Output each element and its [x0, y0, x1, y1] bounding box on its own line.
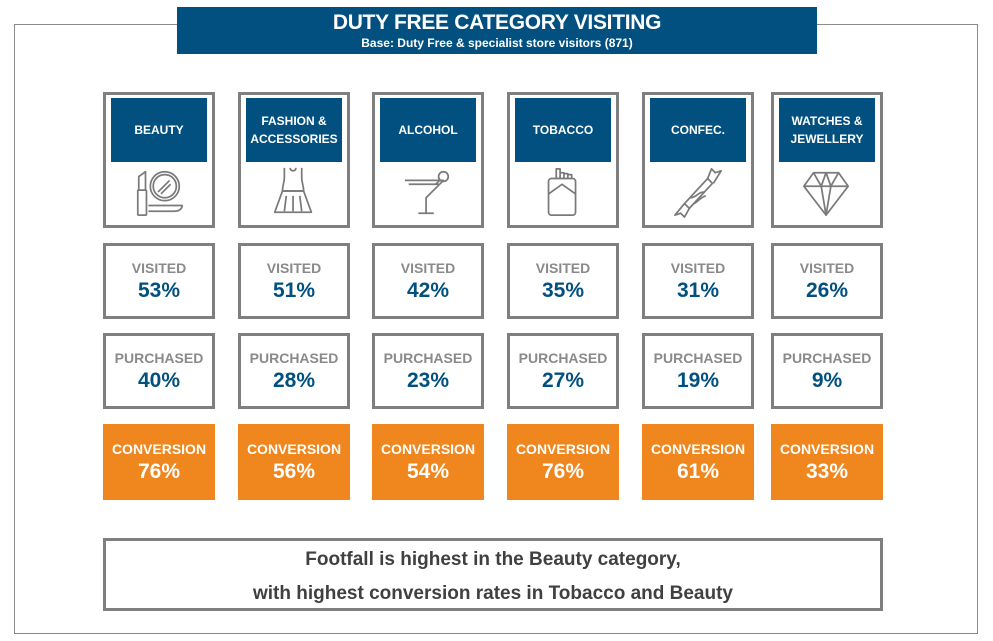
visited-label: VISITED — [535, 260, 591, 276]
candy-icon — [673, 167, 723, 218]
category-label: CONFEC. — [650, 98, 746, 162]
purchased-value: 28% — [272, 369, 316, 392]
purchased-card: PURCHASED 9% — [771, 333, 883, 409]
summary-line-1: Footfall is highest in the Beauty catego… — [305, 549, 681, 570]
conversion-card: CONVERSION 56% — [238, 424, 350, 500]
visited-value: 35% — [541, 279, 585, 302]
category-card: WATCHES & JEWELLERY — [771, 92, 883, 228]
purchased-value: 9% — [811, 369, 843, 392]
conversion-value: 61% — [676, 460, 720, 483]
cigarette-pack-icon — [547, 167, 577, 217]
visited-value: 53% — [137, 279, 181, 302]
visited-card: VISITED 31% — [642, 243, 754, 319]
visited-value: 31% — [676, 279, 720, 302]
purchased-card: PURCHASED 27% — [507, 333, 619, 409]
conversion-label: CONVERSION — [779, 441, 875, 457]
conversion-card: CONVERSION 76% — [103, 424, 215, 500]
visited-label: VISITED — [670, 260, 726, 276]
category-label: WATCHES & JEWELLERY — [779, 98, 875, 162]
purchased-card: PURCHASED 40% — [103, 333, 215, 409]
purchased-card: PURCHASED 23% — [372, 333, 484, 409]
conversion-value: 54% — [406, 460, 450, 483]
conversion-value: 56% — [272, 460, 316, 483]
purchased-value: 40% — [137, 369, 181, 392]
conversion-label: CONVERSION — [650, 441, 746, 457]
page-subtitle: Base: Duty Free & specialist store visit… — [361, 36, 633, 50]
visited-label: VISITED — [400, 260, 456, 276]
category-label: ALCOHOL — [380, 98, 476, 162]
visited-label: VISITED — [799, 260, 855, 276]
visited-card: VISITED 26% — [771, 243, 883, 319]
title-banner: DUTY FREE CATEGORY VISITING Base: Duty F… — [177, 7, 817, 54]
conversion-value: 33% — [805, 460, 849, 483]
conversion-value: 76% — [541, 460, 585, 483]
purchased-label: PURCHASED — [518, 350, 608, 366]
conversion-label: CONVERSION — [380, 441, 476, 457]
conversion-card: CONVERSION 76% — [507, 424, 619, 500]
category-card: BEAUTY — [103, 92, 215, 228]
conversion-card: CONVERSION 54% — [372, 424, 484, 500]
category-card: FASHION & ACCESSORIES — [238, 92, 350, 228]
category-label: FASHION & ACCESSORIES — [246, 98, 342, 162]
cocktail-icon — [404, 170, 450, 215]
summary-box: Footfall is highest in the Beauty catego… — [103, 538, 883, 611]
purchased-card: PURCHASED 28% — [238, 333, 350, 409]
conversion-label: CONVERSION — [515, 441, 611, 457]
purchased-label: PURCHASED — [249, 350, 339, 366]
category-card: TOBACCO — [507, 92, 619, 228]
conversion-card: CONVERSION 61% — [642, 424, 754, 500]
visited-value: 51% — [272, 279, 316, 302]
summary-line-2: with highest conversion rates in Tobacco… — [252, 583, 734, 604]
dress-icon — [273, 167, 313, 214]
purchased-value: 27% — [541, 369, 585, 392]
visited-card: VISITED 42% — [372, 243, 484, 319]
purchased-label: PURCHASED — [114, 350, 204, 366]
visited-card: VISITED 35% — [507, 243, 619, 319]
conversion-label: CONVERSION — [111, 441, 207, 457]
purchased-value: 19% — [676, 369, 720, 392]
visited-value: 42% — [406, 279, 450, 302]
lipstick-mirror-icon — [136, 170, 184, 217]
purchased-label: PURCHASED — [383, 350, 473, 366]
visited-card: VISITED 53% — [103, 243, 215, 319]
page-title: DUTY FREE CATEGORY VISITING — [332, 11, 662, 34]
visited-label: VISITED — [131, 260, 187, 276]
conversion-value: 76% — [137, 460, 181, 483]
category-label: BEAUTY — [111, 98, 207, 162]
purchased-card: PURCHASED 19% — [642, 333, 754, 409]
conversion-label: CONVERSION — [246, 441, 342, 457]
diamond-icon — [802, 171, 850, 217]
category-card: CONFEC. — [642, 92, 754, 228]
visited-label: VISITED — [266, 260, 322, 276]
conversion-card: CONVERSION 33% — [771, 424, 883, 500]
visited-value: 26% — [805, 279, 849, 302]
visited-card: VISITED 51% — [238, 243, 350, 319]
purchased-label: PURCHASED — [653, 350, 743, 366]
purchased-value: 23% — [406, 369, 450, 392]
category-label: TOBACCO — [515, 98, 611, 162]
purchased-label: PURCHASED — [782, 350, 872, 366]
category-card: ALCOHOL — [372, 92, 484, 228]
